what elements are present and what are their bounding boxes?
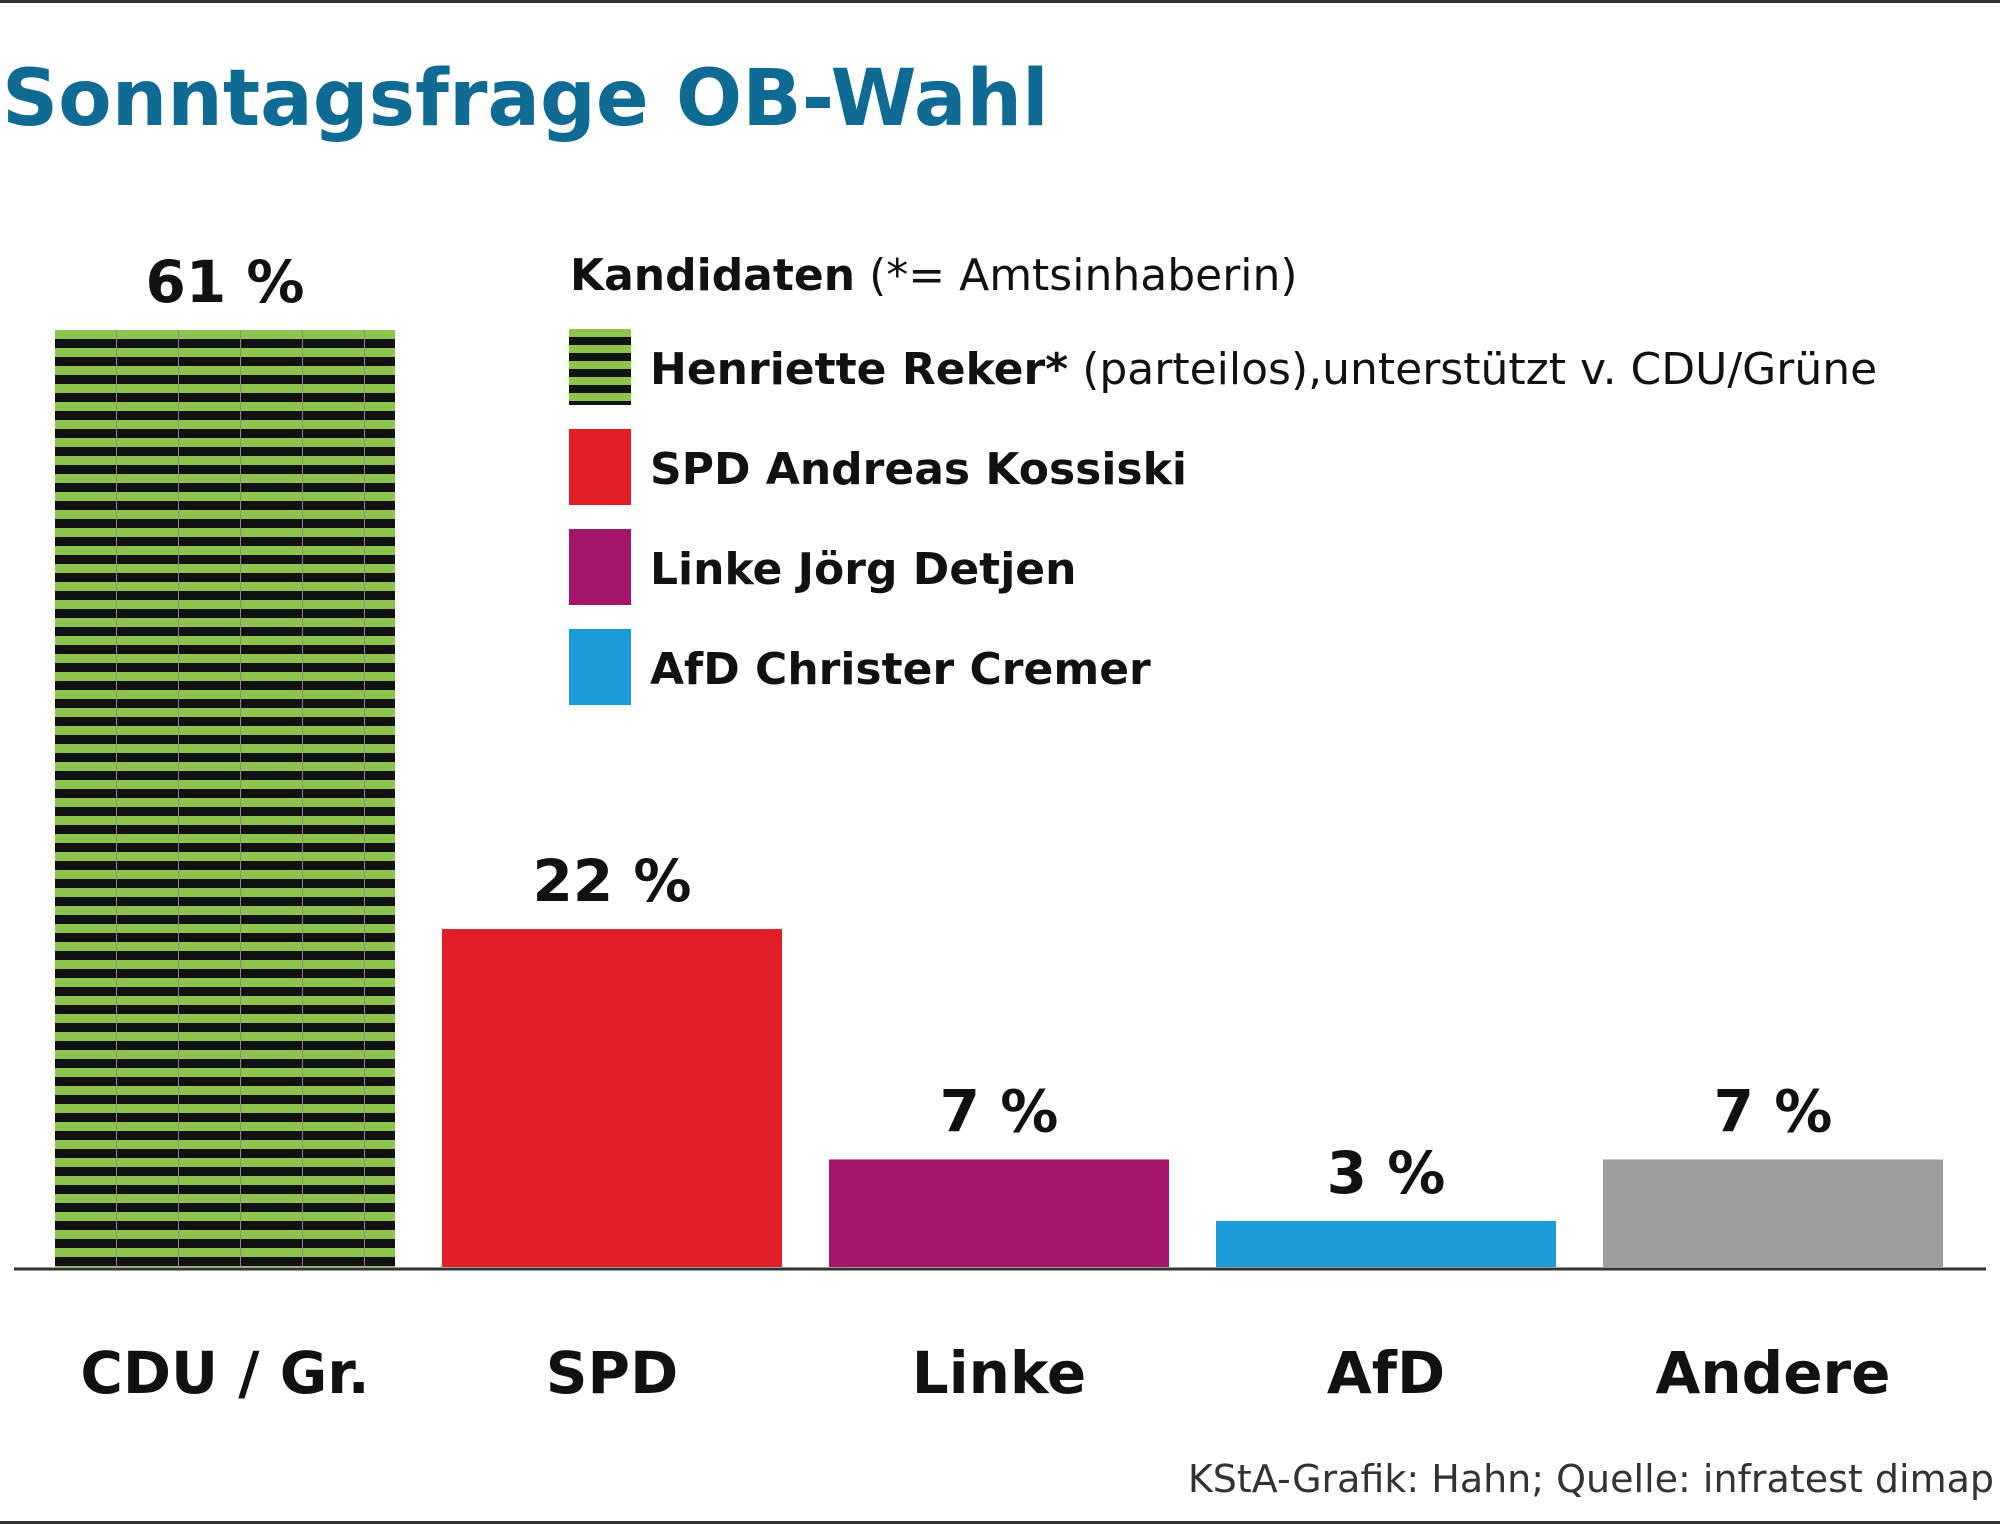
legend-heading-bold: Kandidaten [570,250,855,301]
top-border [0,0,2000,3]
legend-label-1: SPD Andreas Kossiski [650,444,1187,495]
legend-label-2: Linke Jörg Detjen [650,544,1076,595]
bottom-border [0,1521,2000,1524]
bar-3 [1216,1220,1556,1267]
legend-heading-normal: (*= Amtsinhaberin) [869,250,1297,301]
legend-label-bold-2: Linke Jörg Detjen [650,544,1076,595]
category-label-4: Andere [1656,1339,1891,1407]
legend-label-3: AfD Christer Cremer [650,644,1151,695]
bar-0 [55,330,395,1267]
category-label-0: CDU / Gr. [80,1339,369,1407]
value-label-2: 7 % [940,1077,1059,1145]
legend-heading: Kandidaten (*= Amtsinhaberin) [570,250,1298,301]
value-label-1: 22 % [532,847,691,915]
source-note: KStA-Grafik: Hahn; Quelle: infratest dim… [1188,1457,1994,1501]
legend-label-bold-3: AfD Christer Cremer [650,644,1151,695]
legend-swatch-3 [569,629,631,705]
bar-2 [829,1159,1169,1267]
legend-label-normal-0: (parteilos),unterstützt v. CDU/Grüne [1082,344,1877,395]
value-label-3: 3 % [1327,1139,1446,1207]
legend: Kandidaten (*= Amtsinhaberin) Henriette R… [569,250,1877,705]
value-label-4: 7 % [1714,1077,1833,1145]
category-label-2: Linke [912,1339,1086,1407]
bar-group [55,330,1943,1267]
category-label-group: CDU / Gr. SPD Linke AfD Andere [80,1339,1890,1407]
legend-swatch-2 [569,529,631,605]
value-label-0: 61 % [145,248,304,316]
legend-label-0: Henriette Reker* (parteilos),unterstützt … [650,344,1877,395]
legend-swatch-0 [569,329,631,405]
bar-4 [1603,1159,1943,1267]
legend-swatch-1 [569,429,631,505]
category-label-3: AfD [1327,1339,1445,1407]
bar-1 [442,929,782,1267]
chart-title: Sonntagsfrage OB-Wahl [2,54,1049,144]
legend-label-bold-0: Henriette Reker* [650,344,1068,395]
legend-label-bold-1: SPD Andreas Kossiski [650,444,1187,495]
category-label-1: SPD [546,1339,678,1407]
value-label-group: 61 % 22 % 7 % 3 % 7 % [145,248,1832,1207]
